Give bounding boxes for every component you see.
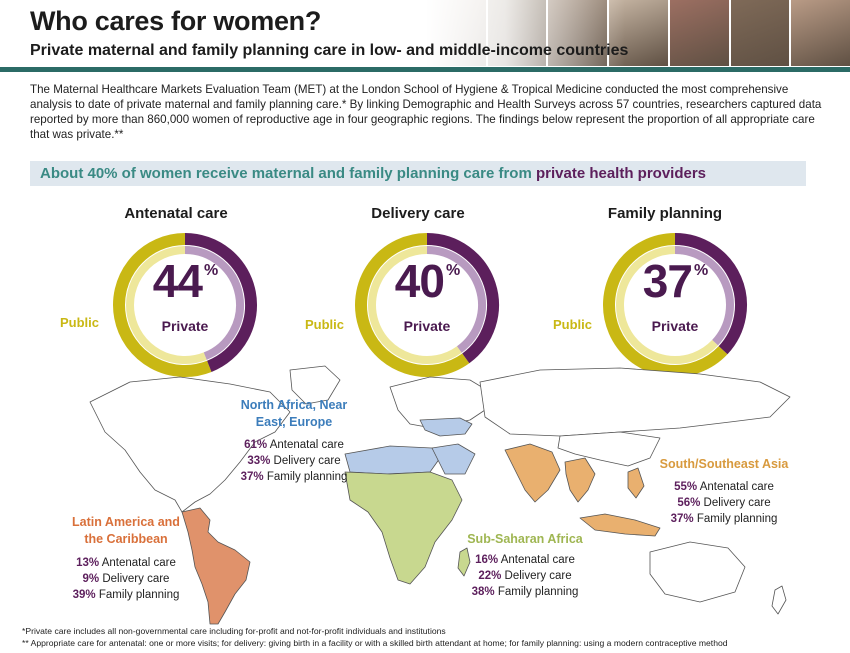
map-europe (389, 376, 491, 429)
banner-accent: private health providers (535, 165, 707, 182)
donut-value-antenatal: 44% (152, 255, 218, 307)
page-subtitle: Private maternal and family planning car… (30, 42, 629, 59)
map-sub-saharan-africa (344, 471, 463, 585)
region-stat-family: 39% Family planning (72, 589, 180, 601)
donut-ring-antenatal (113, 233, 257, 377)
map-north-asia (479, 367, 791, 437)
donut-label-antenatal: Private (161, 318, 209, 334)
private-arc-inner (184, 246, 244, 360)
region-name: North Africa, Near (240, 398, 348, 412)
map-near-east (431, 443, 476, 475)
donut-label-family: Private (651, 318, 699, 334)
region-stat-delivery: 56% Delivery care (677, 497, 771, 509)
photo-5 (669, 0, 729, 66)
region-name: Sub-Saharan Africa (467, 532, 583, 546)
region-stat-delivery: 22% Delivery care (478, 570, 572, 582)
map-new-zealand (771, 585, 787, 615)
photo-7 (791, 0, 850, 66)
region-stat-antenatal: 16% Antenatal care (475, 554, 575, 566)
donut-delivery: 40% Private (352, 230, 502, 380)
region-stat-delivery: 9% Delivery care (82, 573, 170, 585)
footnote-appropriate-care: ** Appropriate care for antenatal: one o… (22, 638, 728, 648)
private-arc-inner (426, 246, 486, 353)
donut-label-delivery: Private (403, 318, 451, 334)
public-label-antenatal: Public (60, 315, 100, 330)
region-name: South/Southeast Asia (659, 457, 789, 471)
public-label-delivery: Public (305, 317, 345, 332)
public-arc-inner (616, 246, 719, 364)
private-arc-outer (674, 233, 747, 355)
donut-title-family: Family planning (607, 205, 723, 222)
map-north-america (89, 376, 291, 513)
header: Who cares for women? Private maternal an… (0, 0, 850, 72)
footnote-private: *Private care includes all non-governmen… (22, 626, 446, 636)
public-arc-inner (368, 246, 462, 364)
private-arc-inner (674, 246, 734, 346)
donut-value-delivery: 40% (394, 255, 460, 307)
photo-6 (730, 0, 790, 66)
public-arc-outer (603, 233, 728, 377)
region-sub-saharan-africa: Sub-Saharan Africa 16% Antenatal care 22… (460, 531, 590, 600)
headline-banner: About 40% of women receive maternal and … (30, 161, 806, 186)
map-north-africa (344, 445, 441, 475)
donut-ring-family (603, 233, 747, 377)
region-stat-family: 37% Family planning (670, 513, 778, 525)
private-arc-outer (184, 233, 257, 372)
map-madagascar (457, 547, 471, 577)
donut-antenatal: 44% Private (110, 230, 260, 380)
region-name: Latin America and (72, 515, 180, 529)
map-southeast-asia (564, 457, 596, 503)
region-north-africa-near-east-europe: North Africa, Near East, Europe 61% Ante… (238, 397, 350, 485)
map-latin-america (181, 507, 251, 625)
region-stat-antenatal: 13% Antenatal care (76, 557, 176, 569)
public-label-family: Public (553, 317, 593, 332)
intro-paragraph: The Maternal Healthcare Markets Evaluati… (30, 83, 822, 141)
private-arc-outer (426, 233, 499, 364)
region-south-southeast-asia: South/Southeast Asia 55% Antenatal care … (654, 456, 794, 527)
region-name: East, Europe (255, 415, 333, 429)
banner-lead: About 40% of women receive maternal and … (40, 165, 536, 182)
donut-ring-delivery (355, 233, 499, 377)
donut-value-family: 37% (642, 255, 708, 307)
world-map (89, 365, 791, 625)
region-latin-america-caribbean: Latin America and the Caribbean 13% Ante… (60, 514, 192, 603)
map-indonesia (579, 513, 661, 537)
donut-family: 37% Private (600, 230, 750, 380)
public-arc-outer (355, 233, 470, 377)
region-name: the Caribbean (84, 532, 168, 546)
public-arc-outer (113, 233, 212, 377)
header-rule (0, 67, 850, 72)
map-east-asia (557, 431, 661, 467)
region-stat-delivery: 33% Delivery care (247, 455, 341, 467)
map-australia (649, 541, 746, 603)
region-stat-antenatal: 61% Antenatal care (244, 439, 344, 451)
map-south-asia (504, 443, 561, 503)
map-philippines (627, 467, 645, 499)
map-nafr-europe (419, 417, 473, 437)
map-greenland (289, 365, 341, 405)
donut-title-delivery: Delivery care (371, 205, 465, 222)
photo-fade (425, 0, 625, 66)
region-stat-family: 37% Family planning (240, 471, 348, 483)
public-arc-inner (126, 246, 207, 364)
region-stat-family: 38% Family planning (471, 586, 579, 598)
donut-title-antenatal: Antenatal care (124, 205, 228, 222)
region-stat-antenatal: 55% Antenatal care (674, 481, 774, 493)
page-title: Who cares for women? (30, 6, 322, 36)
